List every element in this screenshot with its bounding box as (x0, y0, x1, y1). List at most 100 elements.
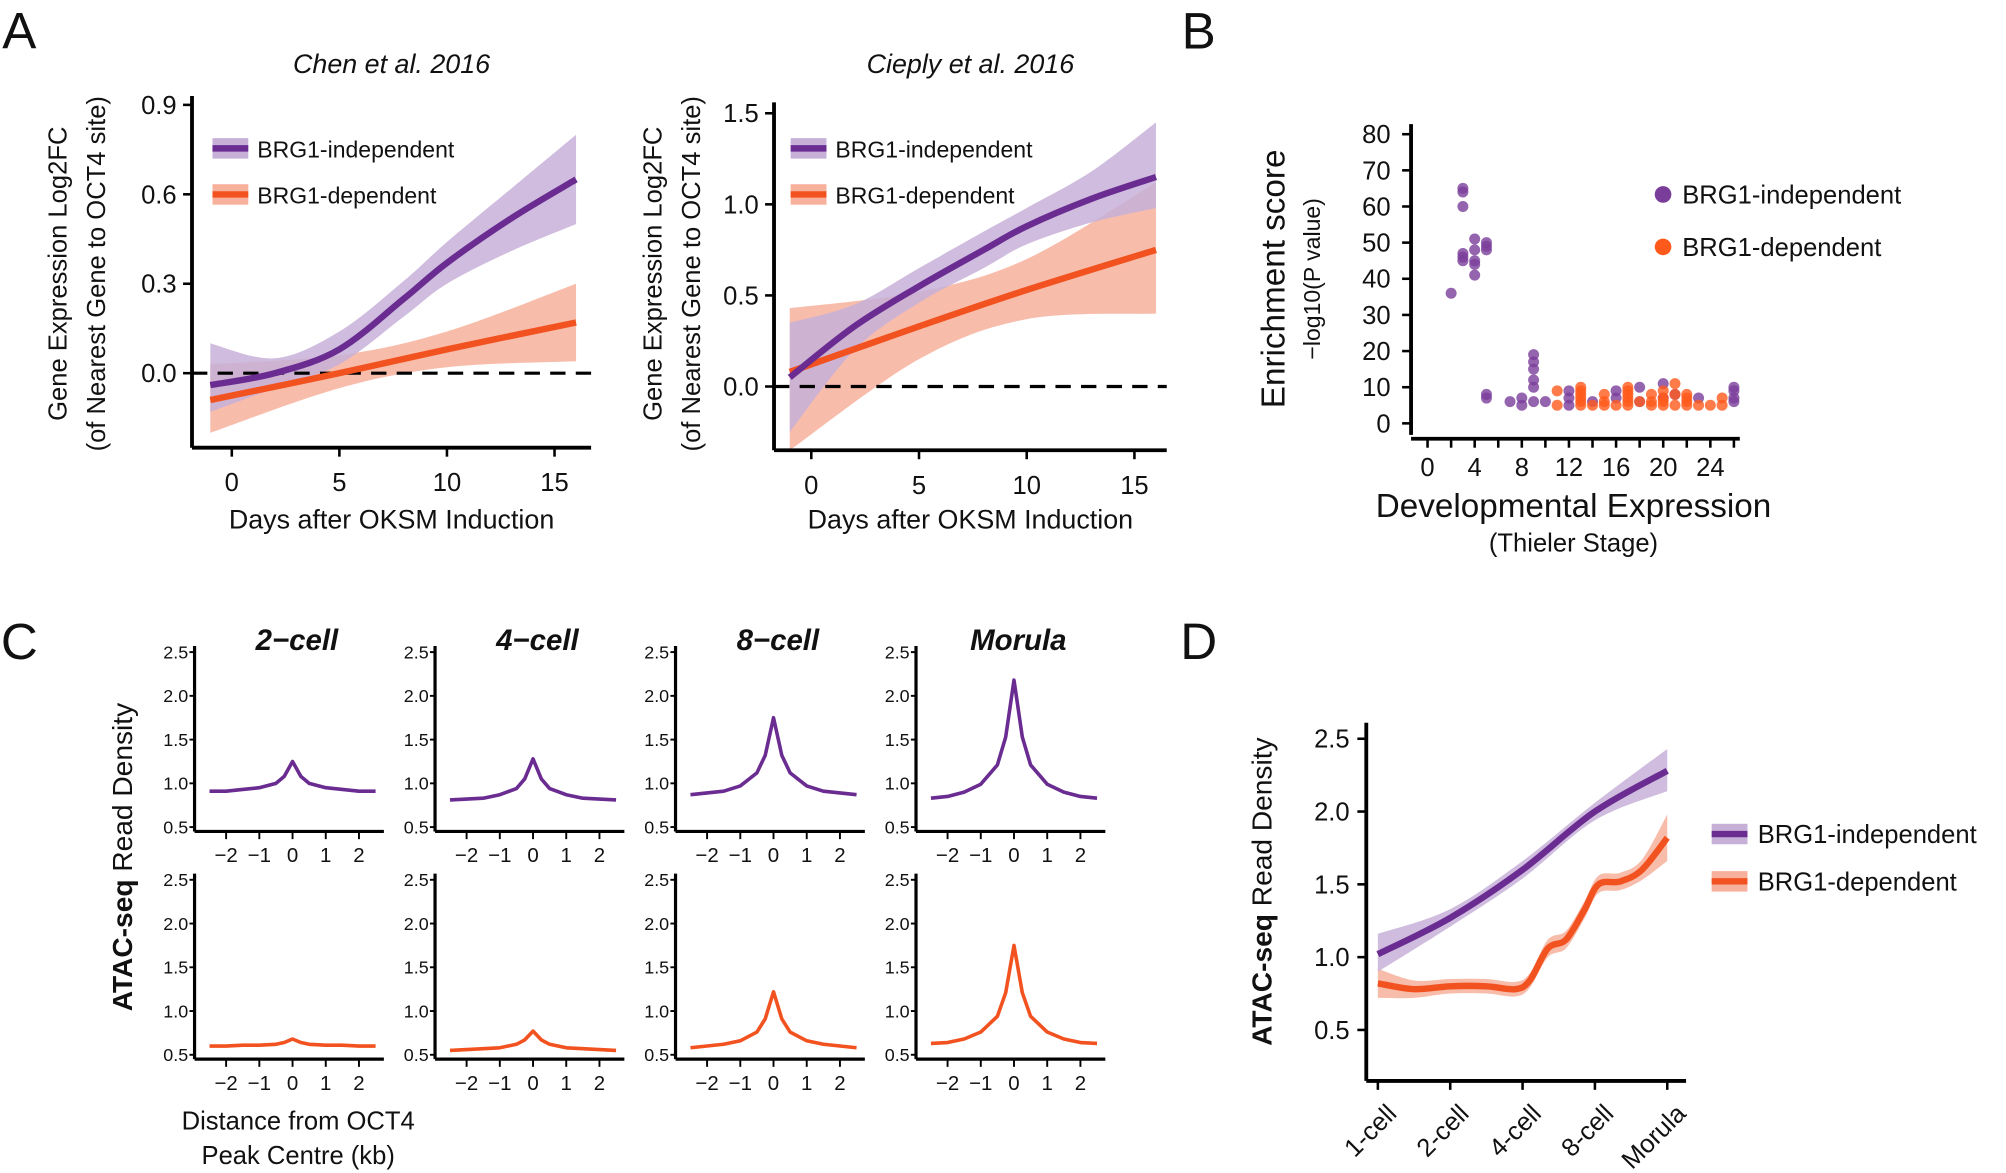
scatter-point-independent (1516, 399, 1528, 411)
scatter-point-independent (1480, 392, 1492, 404)
profile-line-independent (449, 757, 617, 802)
x-tick-label: 0 (527, 844, 538, 867)
x-tick-label: −2 (695, 1072, 718, 1095)
y-tick-label: 2.5 (404, 643, 429, 663)
x-tick-label: 2 (353, 1072, 364, 1095)
x-tick-label: −1 (488, 844, 511, 867)
x-tick-label: 1 (801, 844, 812, 867)
profile-line-dependent (449, 1029, 617, 1053)
x-axis-label: Peak Centre (kb) (202, 1142, 395, 1170)
x-tick-label: 12 (1555, 454, 1583, 482)
profile-line-dependent (930, 943, 1098, 1046)
legend-label: BRG1-independent (1758, 821, 1977, 849)
y-tick-label: 2.5 (1314, 726, 1350, 754)
y-tick-label: 1.0 (644, 1001, 669, 1021)
y-tick-label: 2.0 (885, 686, 910, 706)
x-tick-label: 0 (527, 1072, 538, 1095)
y-axis-label-sub: (of Nearest Gene to OCT4 site) (678, 96, 706, 451)
scatter-point-independent (1539, 396, 1551, 408)
scatter-point-dependent (1657, 399, 1669, 411)
x-tick-label: 1 (320, 1072, 331, 1095)
y-tick-label: 1.0 (1314, 944, 1350, 972)
scatter-point-dependent (1610, 399, 1622, 411)
series-line-A-left-0 (209, 176, 578, 389)
scatter-point-independent (1469, 258, 1481, 270)
y-tick-label: 30 (1362, 302, 1390, 330)
x-tick-label: −2 (936, 1072, 959, 1095)
y-tick-label: 1.0 (885, 774, 910, 794)
legend-label: BRG1-independent (835, 136, 1033, 162)
y-axis-label: Gene Expression Log2FC (639, 127, 667, 421)
y-tick-label: 2.0 (885, 914, 910, 934)
ribbon-D-1 (1377, 814, 1668, 999)
x-tick-label: −2 (214, 1072, 237, 1095)
stage-title: Morula (970, 624, 1066, 657)
y-tick-label: 2.5 (163, 870, 188, 890)
chart-title: Chen et al. 2016 (293, 49, 490, 79)
x-tick-label: 8 (1515, 454, 1529, 482)
legend-marker (1654, 238, 1672, 256)
scatter-point-independent (1457, 255, 1469, 267)
x-tick-label: 20 (1649, 454, 1677, 482)
scatter-point-dependent (1669, 378, 1681, 390)
y-tick-label: 2.5 (644, 870, 669, 890)
y-tick-label: 0.5 (644, 817, 669, 837)
y-tick-label: 0.5 (404, 817, 429, 837)
y-axis-label-sub: (of Nearest Gene to OCT4 site) (83, 96, 111, 451)
scatter-point-dependent (1669, 388, 1681, 400)
y-tick-label: 1.5 (885, 730, 910, 750)
panel-letter-A: A (2, 3, 37, 60)
y-tick-label: 50 (1362, 230, 1390, 258)
x-tick-label: 1 (561, 844, 572, 867)
ribbon-A-left-0 (210, 134, 577, 412)
x-tick-label: 0 (768, 1072, 779, 1095)
x-tick-label: −1 (248, 844, 271, 867)
scatter-point-dependent (1681, 399, 1693, 411)
y-tick-label: 1.5 (723, 100, 759, 128)
x-axis-label: Distance from OCT4 (182, 1108, 415, 1136)
x-tick-label: 1 (1042, 1072, 1053, 1095)
x-tick-label: 0 (287, 1072, 298, 1095)
y-tick-label: 2.0 (404, 686, 429, 706)
x-tick-label: −1 (969, 844, 992, 867)
ribbon-A-right-1 (789, 182, 1156, 451)
y-tick-label: 2.0 (163, 914, 188, 934)
scatter-point-independent (1469, 233, 1481, 245)
scatter-point-independent (1528, 396, 1540, 408)
y-axis-label-rest: Read Density (107, 703, 138, 872)
x-tick-label: −2 (936, 844, 959, 867)
x-tick-label: 4-cell (1484, 1100, 1547, 1163)
scatter-point-dependent (1693, 399, 1705, 411)
x-tick-label: 2 (353, 844, 364, 867)
scatter-point-dependent (1704, 399, 1716, 411)
panel-letter-B: B (1182, 3, 1216, 60)
y-tick-label: 1.5 (1314, 871, 1350, 899)
y-tick-label: 1.5 (885, 958, 910, 978)
legend-label: BRG1-dependent (835, 182, 1015, 208)
y-tick-label: 0.0 (141, 360, 177, 388)
scatter-point-independent (1457, 186, 1469, 198)
profile-line-dependent (690, 989, 857, 1050)
legend-label: BRG1-independent (1682, 181, 1901, 209)
y-tick-label: 1.0 (723, 191, 759, 219)
x-tick-label: 2 (834, 844, 845, 867)
stage-title: 2−cell (255, 624, 339, 657)
scatter-point-dependent (1551, 385, 1563, 397)
x-tick-label: 24 (1696, 454, 1724, 482)
y-tick-label: 0.5 (723, 282, 759, 310)
y-tick-label: 1.5 (163, 730, 188, 750)
x-tick-label: 2 (594, 844, 605, 867)
y-tick-label: 0.5 (1314, 1017, 1350, 1045)
y-tick-label: 0.5 (885, 1045, 910, 1065)
scatter-point-dependent (1551, 399, 1563, 411)
x-tick-label: 0 (287, 844, 298, 867)
y-tick-label: 2.0 (1314, 798, 1350, 826)
y-tick-label: 0.5 (404, 1045, 429, 1065)
legend-label: BRG1-dependent (1682, 234, 1881, 262)
y-tick-label: 1.5 (644, 958, 669, 978)
y-tick-label: 2.5 (163, 643, 188, 663)
scatter-point-dependent (1645, 399, 1657, 411)
y-tick-label: 1.5 (404, 730, 429, 750)
x-tick-label: 2 (1075, 1072, 1086, 1095)
y-tick-label: 10 (1362, 374, 1390, 402)
